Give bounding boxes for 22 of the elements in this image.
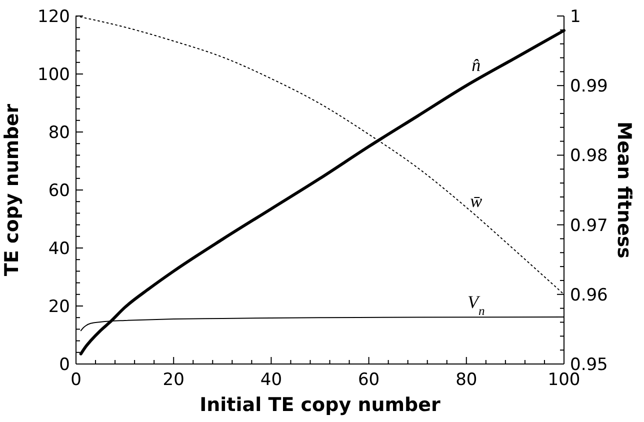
y2-tick-label: 0.98 bbox=[570, 146, 608, 166]
y-tick-label: 120 bbox=[38, 7, 70, 27]
series-label: w̄ bbox=[470, 191, 482, 212]
series-label: n̂ bbox=[472, 55, 481, 76]
y2-tick-label: 1 bbox=[570, 7, 581, 27]
x-tick-label: 40 bbox=[260, 370, 282, 390]
y-tick-label: 40 bbox=[48, 239, 70, 259]
y2-tick-label: 0.99 bbox=[570, 76, 608, 97]
y-tick-label: 60 bbox=[48, 181, 70, 201]
x-tick-label: 20 bbox=[162, 370, 184, 390]
y-axis-title: TE copy number bbox=[1, 103, 23, 276]
series-label: V$_{n}$ bbox=[468, 292, 485, 318]
x-tick-label: 60 bbox=[358, 370, 380, 390]
y-tick-label: 20 bbox=[48, 297, 70, 317]
y2-tick-label: 0.97 bbox=[570, 216, 608, 236]
x-tick-label: 80 bbox=[456, 370, 478, 390]
y-tick-label: 100 bbox=[38, 65, 70, 85]
y-tick-label: 80 bbox=[48, 123, 70, 143]
y2-axis-title: Mean fitness bbox=[613, 122, 635, 258]
y2-tick-label: 0.96 bbox=[570, 285, 608, 306]
y-tick-label: 0 bbox=[59, 355, 70, 375]
x-axis-title: Initial TE copy number bbox=[200, 394, 442, 416]
